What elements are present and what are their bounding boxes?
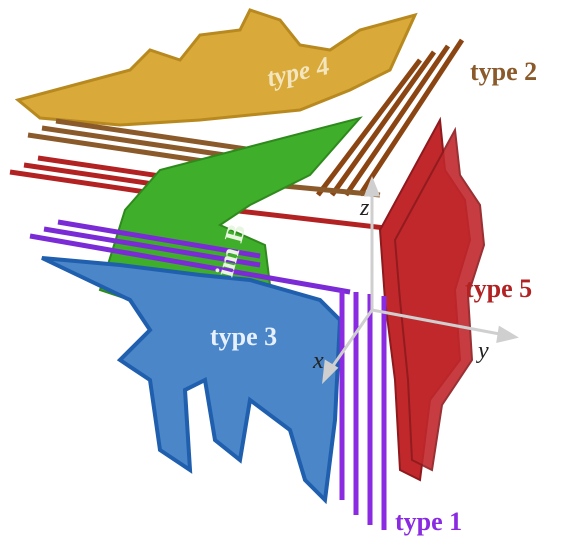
gold-sheet bbox=[14, 8, 418, 127]
axis-label-x: x bbox=[312, 348, 324, 374]
purple-lines-horizontal bbox=[29, 219, 351, 295]
axes bbox=[322, 175, 519, 385]
purple-lines-vertical bbox=[339, 290, 387, 530]
label-type-3: type 3 bbox=[210, 322, 277, 351]
axis-label-z: z bbox=[359, 195, 370, 221]
blue-sheet bbox=[41, 256, 343, 505]
axis-label-y: y bbox=[476, 338, 489, 364]
label-type-5: type 5 bbox=[465, 274, 532, 303]
brown-lines-diagonal bbox=[316, 38, 465, 197]
label-type-2: type 2 bbox=[470, 57, 537, 86]
label-type-1: type 1 bbox=[395, 507, 462, 536]
red-sheets-vertical bbox=[378, 116, 486, 482]
